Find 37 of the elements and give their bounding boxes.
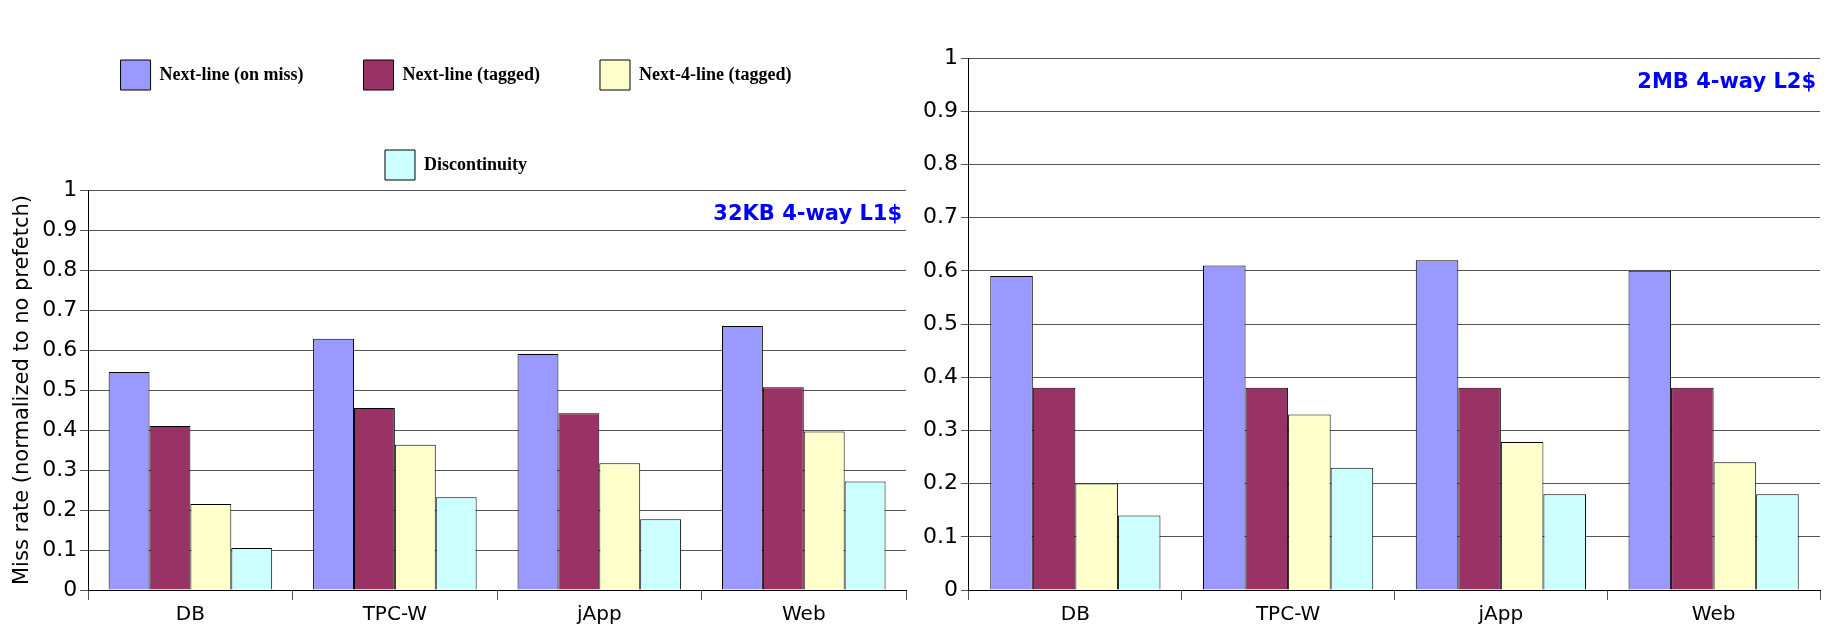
- y-tick-label: 0.1: [42, 535, 78, 561]
- x-tick-label: jApp: [576, 601, 622, 626]
- legend-label: Next-line (tagged): [402, 63, 540, 85]
- y-tick-label: 0.3: [922, 416, 958, 442]
- y-tick-label: 0.4: [42, 415, 78, 441]
- y-tick-label: 0.4: [922, 362, 958, 388]
- legend-label: Next-4-line (tagged): [638, 63, 792, 85]
- y-tick-label: 0.5: [42, 375, 78, 401]
- y-tick-label: 0.2: [922, 469, 958, 495]
- legend-label: Discontinuity: [423, 153, 528, 174]
- annotation: 2MB 4-way L2$: [1637, 68, 1816, 93]
- legend-label: Next-line (on miss): [159, 63, 304, 85]
- y-tick-label: 0: [943, 575, 958, 601]
- x-tick-label: Web: [1691, 601, 1736, 626]
- x-tick-label: DB: [1060, 601, 1090, 626]
- x-tick-label: jApp: [1477, 601, 1524, 626]
- y-tick-label: 0.1: [922, 522, 958, 548]
- y-tick-label: 1: [63, 175, 78, 201]
- annotation: 32KB 4-way L1$: [713, 200, 902, 225]
- y-tick-label: 0.7: [42, 295, 78, 321]
- y-tick-label: 0.5: [922, 309, 958, 335]
- y-tick-label: 0.8: [922, 150, 958, 176]
- x-tick-label: Web: [781, 601, 826, 626]
- y-axis-title: Miss rate (normalized to no prefetch): [9, 194, 34, 586]
- y-tick-label: 0.8: [42, 255, 78, 281]
- y-tick-label: 0.2: [42, 495, 78, 521]
- y-tick-label: 0.3: [42, 455, 78, 481]
- x-tick-label: DB: [175, 601, 205, 626]
- y-tick-label: 0.9: [42, 215, 78, 241]
- x-tick-label: TPC-W: [361, 601, 428, 626]
- y-tick-label: 0: [63, 575, 78, 601]
- y-tick-label: 0.9: [922, 96, 958, 122]
- y-tick-label: 0.6: [42, 335, 78, 361]
- y-tick-label: 1: [943, 43, 958, 69]
- x-tick-label: TPC-W: [1254, 601, 1321, 626]
- y-tick-label: 0.7: [922, 203, 958, 229]
- y-tick-label: 0.6: [922, 256, 958, 282]
